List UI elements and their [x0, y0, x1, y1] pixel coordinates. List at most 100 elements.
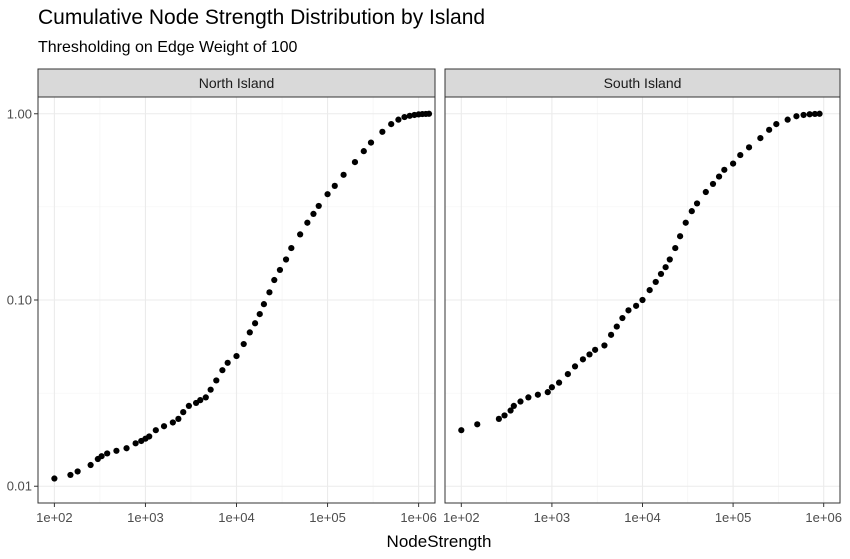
data-point: [709, 180, 717, 188]
data-point: [586, 351, 593, 358]
data-point: [564, 371, 571, 378]
x-tick-label: 1e+03: [534, 510, 571, 525]
data-point: [646, 287, 653, 294]
data-point: [240, 340, 247, 348]
panel-south-island: South Island 1e+02 1e+03 1e+04 1e+05 1e+06: [443, 68, 842, 525]
y-tick-label: 0.01: [7, 479, 32, 494]
data-point: [682, 219, 689, 226]
data-point: [757, 135, 764, 142]
data-point: [672, 244, 679, 252]
data-point: [613, 323, 620, 330]
data-point: [534, 391, 541, 398]
data-point: [197, 397, 204, 404]
x-tick-label: 1e+04: [624, 510, 661, 525]
x-tick-label: 1e+06: [805, 510, 842, 525]
data-point: [676, 233, 684, 240]
data-point: [501, 412, 508, 419]
data-point: [633, 302, 640, 309]
data-point: [310, 210, 317, 217]
data-point: [495, 415, 503, 422]
chart-title: Cumulative Node Strength Distribution by…: [38, 6, 486, 29]
data-point: [87, 461, 94, 469]
data-point: [266, 289, 273, 296]
data-point: [666, 256, 673, 263]
data-point: [458, 427, 465, 434]
y-tick-label: 0.10: [7, 293, 32, 308]
panel-north-island: North Island 1e+02 1e+03 1e+04 1e+05 1e+06 0.0…: [7, 68, 437, 525]
data-point: [256, 311, 263, 318]
data-point: [233, 352, 240, 360]
data-point: [406, 112, 413, 119]
data-point: [169, 419, 176, 426]
data-point: [579, 356, 587, 363]
data-point: [401, 113, 408, 121]
data-point: [367, 139, 375, 146]
data-point: [555, 379, 563, 386]
data-point: [745, 144, 753, 151]
data-point: [793, 113, 800, 120]
data-point: [251, 320, 259, 327]
data-point: [388, 121, 395, 128]
data-point: [639, 296, 646, 304]
data-point: [324, 191, 331, 198]
data-point: [276, 266, 284, 274]
data-point: [213, 377, 220, 384]
data-point: [271, 276, 278, 284]
data-point: [544, 389, 551, 396]
data-point: [816, 110, 823, 117]
data-point: [104, 450, 111, 457]
data-point: [525, 394, 532, 401]
data-point: [146, 433, 153, 440]
data-point: [246, 329, 253, 336]
data-point: [282, 256, 290, 263]
data-point: [340, 171, 347, 178]
data-point: [702, 188, 709, 196]
y-tick-label: 1.00: [7, 106, 32, 121]
data-point: [693, 200, 701, 207]
data-point: [202, 394, 209, 401]
data-point: [688, 208, 695, 215]
data-point: [715, 173, 723, 180]
x-tick-label: 1e+02: [443, 510, 480, 525]
data-point: [571, 363, 579, 370]
facet-strip-label: South Island: [604, 75, 682, 91]
data-point: [132, 440, 139, 447]
data-point: [800, 111, 807, 119]
x-tick-label: 1e+03: [127, 510, 164, 525]
data-point: [219, 367, 226, 374]
data-point: [395, 116, 402, 123]
facet-strip: [37, 68, 436, 98]
data-point: [260, 301, 268, 308]
data-point: [548, 384, 556, 391]
data-point: [180, 409, 187, 416]
x-tick-label: 1e+04: [218, 510, 255, 525]
data-point: [425, 110, 433, 117]
data-point: [351, 159, 359, 166]
data-point: [175, 415, 182, 422]
data-point: [74, 468, 81, 475]
data-point: [592, 346, 599, 353]
data-point: [737, 151, 744, 159]
facet-strip: [444, 68, 841, 98]
facet-strip-label: North Island: [199, 75, 274, 91]
data-point: [652, 278, 659, 286]
data-point: [517, 398, 524, 405]
data-point: [619, 314, 626, 322]
data-point: [379, 128, 386, 135]
data-point: [304, 219, 311, 226]
data-point: [773, 121, 780, 128]
data-point: [315, 202, 322, 210]
data-point: [51, 475, 58, 482]
data-point: [806, 111, 813, 118]
data-point: [607, 331, 615, 338]
data-point: [601, 342, 608, 349]
data-point: [721, 166, 728, 173]
data-point: [657, 270, 665, 278]
data-point: [152, 427, 159, 434]
data-point: [207, 386, 214, 393]
data-point: [67, 471, 74, 479]
data-point: [185, 402, 192, 410]
data-point: [510, 402, 517, 410]
data-point: [507, 407, 514, 414]
